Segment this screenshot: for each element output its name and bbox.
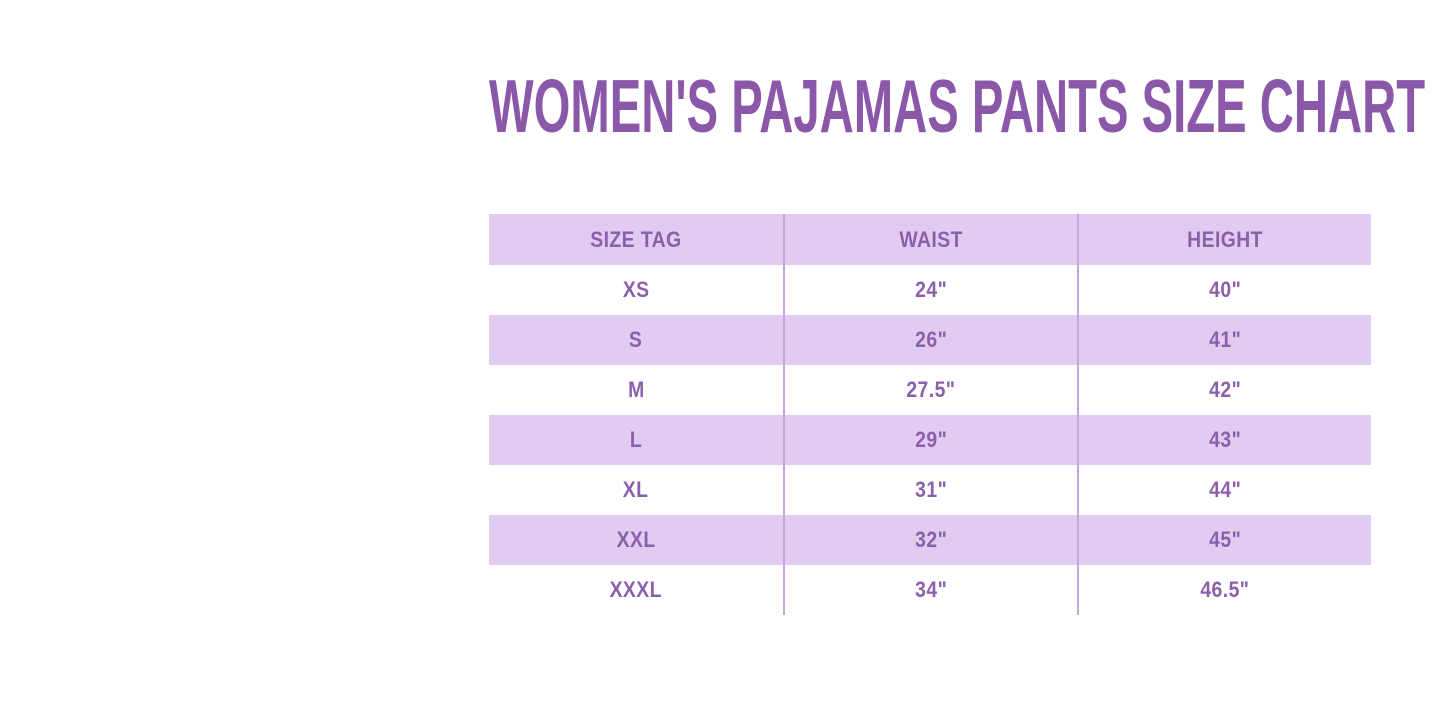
table-row-xxxl: XXXL 34" 46.5" [489, 565, 1371, 615]
height-value: 44" [1208, 477, 1242, 502]
size-cell: M [489, 365, 783, 415]
height-cell: 44" [1077, 465, 1371, 515]
waist-cell: 26" [783, 315, 1077, 365]
column-header-height: HEIGHT [1077, 214, 1371, 265]
table-row-xs: XS 24" 40" [489, 265, 1371, 315]
size-chart-table: SIZE TAG WAIST HEIGHT XS 24" 40" S 26" 4… [489, 214, 1371, 615]
size-value: L [629, 427, 643, 452]
size-value: XXL [616, 527, 656, 552]
table-row-xxl: XXL 32" 45" [489, 515, 1371, 565]
waist-value: 24" [914, 277, 948, 302]
waist-cell: 34" [783, 565, 1077, 615]
size-cell: XL [489, 465, 783, 515]
waist-value: 34" [914, 577, 948, 602]
height-cell: 46.5" [1077, 565, 1371, 615]
waist-value: 27.5" [906, 377, 956, 402]
height-value: 40" [1208, 277, 1242, 302]
column-header-height-label: HEIGHT [1187, 226, 1263, 252]
height-cell: 42" [1077, 365, 1371, 415]
waist-cell: 29" [783, 415, 1077, 465]
table-row-s: S 26" 41" [489, 315, 1371, 365]
table-row-m: M 27.5" 42" [489, 365, 1371, 415]
table-header-row: SIZE TAG WAIST HEIGHT [489, 214, 1371, 265]
waist-value: 29" [914, 427, 948, 452]
height-value: 46.5" [1200, 577, 1250, 602]
column-header-size-tag: SIZE TAG [489, 214, 783, 265]
column-header-waist-label: WAIST [899, 226, 963, 252]
waist-value: 31" [914, 477, 948, 502]
height-cell: 41" [1077, 315, 1371, 365]
height-cell: 43" [1077, 415, 1371, 465]
height-cell: 45" [1077, 515, 1371, 565]
height-value: 45" [1208, 527, 1242, 552]
table-row-xl: XL 31" 44" [489, 465, 1371, 515]
page-title-text: WOMEN'S PAJAMAS PANTS SIZE CHART [489, 64, 1426, 148]
height-value: 42" [1208, 377, 1242, 402]
table-row-l: L 29" 43" [489, 415, 1371, 465]
waist-cell: 24" [783, 265, 1077, 315]
column-header-size-tag-label: SIZE TAG [590, 226, 682, 252]
size-value: XS [622, 277, 650, 302]
waist-cell: 31" [783, 465, 1077, 515]
column-header-waist: WAIST [783, 214, 1077, 265]
size-cell: XXL [489, 515, 783, 565]
height-value: 41" [1208, 327, 1242, 352]
waist-cell: 27.5" [783, 365, 1077, 415]
size-value: XL [623, 477, 649, 502]
waist-cell: 32" [783, 515, 1077, 565]
size-cell: XS [489, 265, 783, 315]
page-title: WOMEN'S PAJAMAS PANTS SIZE CHART [489, 69, 1445, 144]
size-cell: XXXL [489, 565, 783, 615]
size-cell: L [489, 415, 783, 465]
size-value: XXXL [609, 577, 663, 602]
height-cell: 40" [1077, 265, 1371, 315]
size-value: S [629, 327, 643, 352]
waist-value: 32" [914, 527, 948, 552]
size-value: M [627, 377, 645, 402]
waist-value: 26" [914, 327, 948, 352]
height-value: 43" [1208, 427, 1242, 452]
size-cell: S [489, 315, 783, 365]
